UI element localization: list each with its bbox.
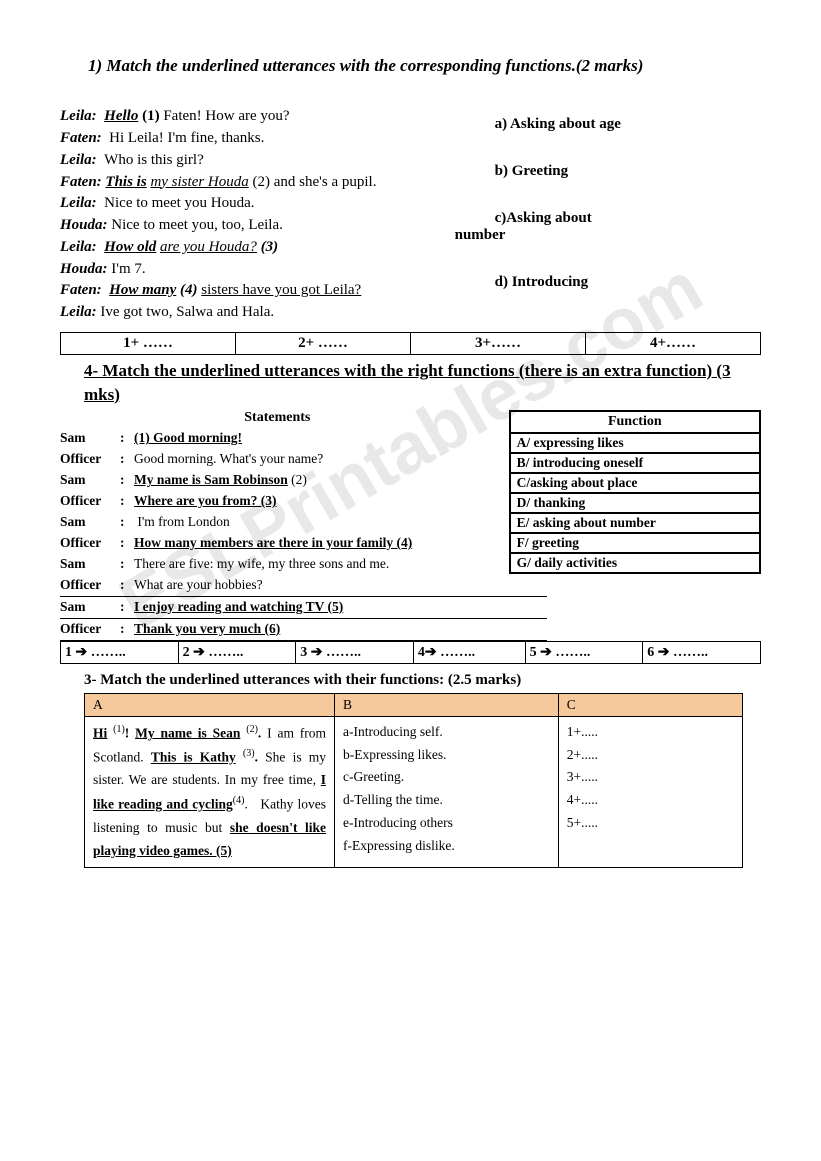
q1-options: a) Asking about age b) Greeting c)Asking… — [495, 106, 761, 324]
q4-function-row: F/ greeting — [510, 533, 760, 553]
q4-statements: Statements Sam:(1) Good morning! Officer… — [60, 410, 495, 640]
q1-answer-cell[interactable]: 3+…… — [411, 332, 586, 354]
q4-function-row: A/ expressing likes — [510, 433, 760, 453]
q4-function-row: B/ introducing oneself — [510, 453, 760, 473]
q4-function-head: Function — [510, 411, 760, 433]
q3-header-b: B — [335, 693, 559, 716]
q4-function-row: G/ daily activities — [510, 553, 760, 573]
q1-answer-table: 1+ …… 2+ …… 3+…… 4+…… — [60, 332, 761, 355]
q1-option-b: b) Greeting — [495, 163, 761, 180]
q4-answer-table: 1 ➔ …….. 2 ➔ …….. 3 ➔ …….. 4➔ …….. 5 ➔ …… — [60, 641, 761, 664]
q3-title: 3- Match the underlined utterances with … — [84, 672, 761, 689]
q4-function-table: Function A/ expressing likes B/ introduc… — [509, 410, 761, 574]
q4-function-row: D/ thanking — [510, 493, 760, 513]
q4-statements-head: Statements — [60, 410, 495, 426]
q4-function-row: C/asking about place — [510, 473, 760, 493]
q4-answer-cell[interactable]: 3 ➔ …….. — [296, 641, 414, 663]
q1-option-c: c)Asking about — [495, 210, 761, 227]
q3-col-a: Hi (1)! My name is Sean (2). I am from S… — [85, 716, 335, 867]
q4-answer-cell[interactable]: 6 ➔ …….. — [643, 641, 761, 663]
q1-title: 1) Match the underlined utterances with … — [88, 50, 761, 82]
q1-answer-cell[interactable]: 4+…… — [586, 332, 761, 354]
q3-table: A B C Hi (1)! My name is Sean (2). I am … — [84, 693, 743, 868]
q4-answer-cell[interactable]: 2 ➔ …….. — [178, 641, 296, 663]
q1-answer-cell[interactable]: 2+ …… — [236, 332, 411, 354]
q1-dialogue: Leila: Hello (1) Faten! How are you? Fat… — [60, 106, 761, 324]
q4-answer-cell[interactable]: 5 ➔ …….. — [525, 641, 643, 663]
q1-option-c2: number — [455, 227, 761, 244]
q3-header-c: C — [558, 693, 742, 716]
q4-answer-cell[interactable]: 4➔ …….. — [413, 641, 525, 663]
q1-option-a: a) Asking about age — [495, 116, 761, 133]
q1-option-d: d) Introducing — [495, 274, 761, 291]
q4-answer-cell[interactable]: 1 ➔ …….. — [61, 641, 179, 663]
q1-answer-cell[interactable]: 1+ …… — [61, 332, 236, 354]
q3-header-a: A — [85, 693, 335, 716]
q1-dialogue-text: Leila: Hello (1) Faten! How are you? Fat… — [60, 106, 467, 324]
q4-title: 4- Match the underlined utterances with … — [84, 359, 761, 407]
q3-col-b: a-Introducing self. b-Expressing likes. … — [335, 716, 559, 867]
q3-col-c[interactable]: 1+..... 2+..... 3+..... 4+..... 5+..... — [558, 716, 742, 867]
q4-function-row: E/ asking about number — [510, 513, 760, 533]
